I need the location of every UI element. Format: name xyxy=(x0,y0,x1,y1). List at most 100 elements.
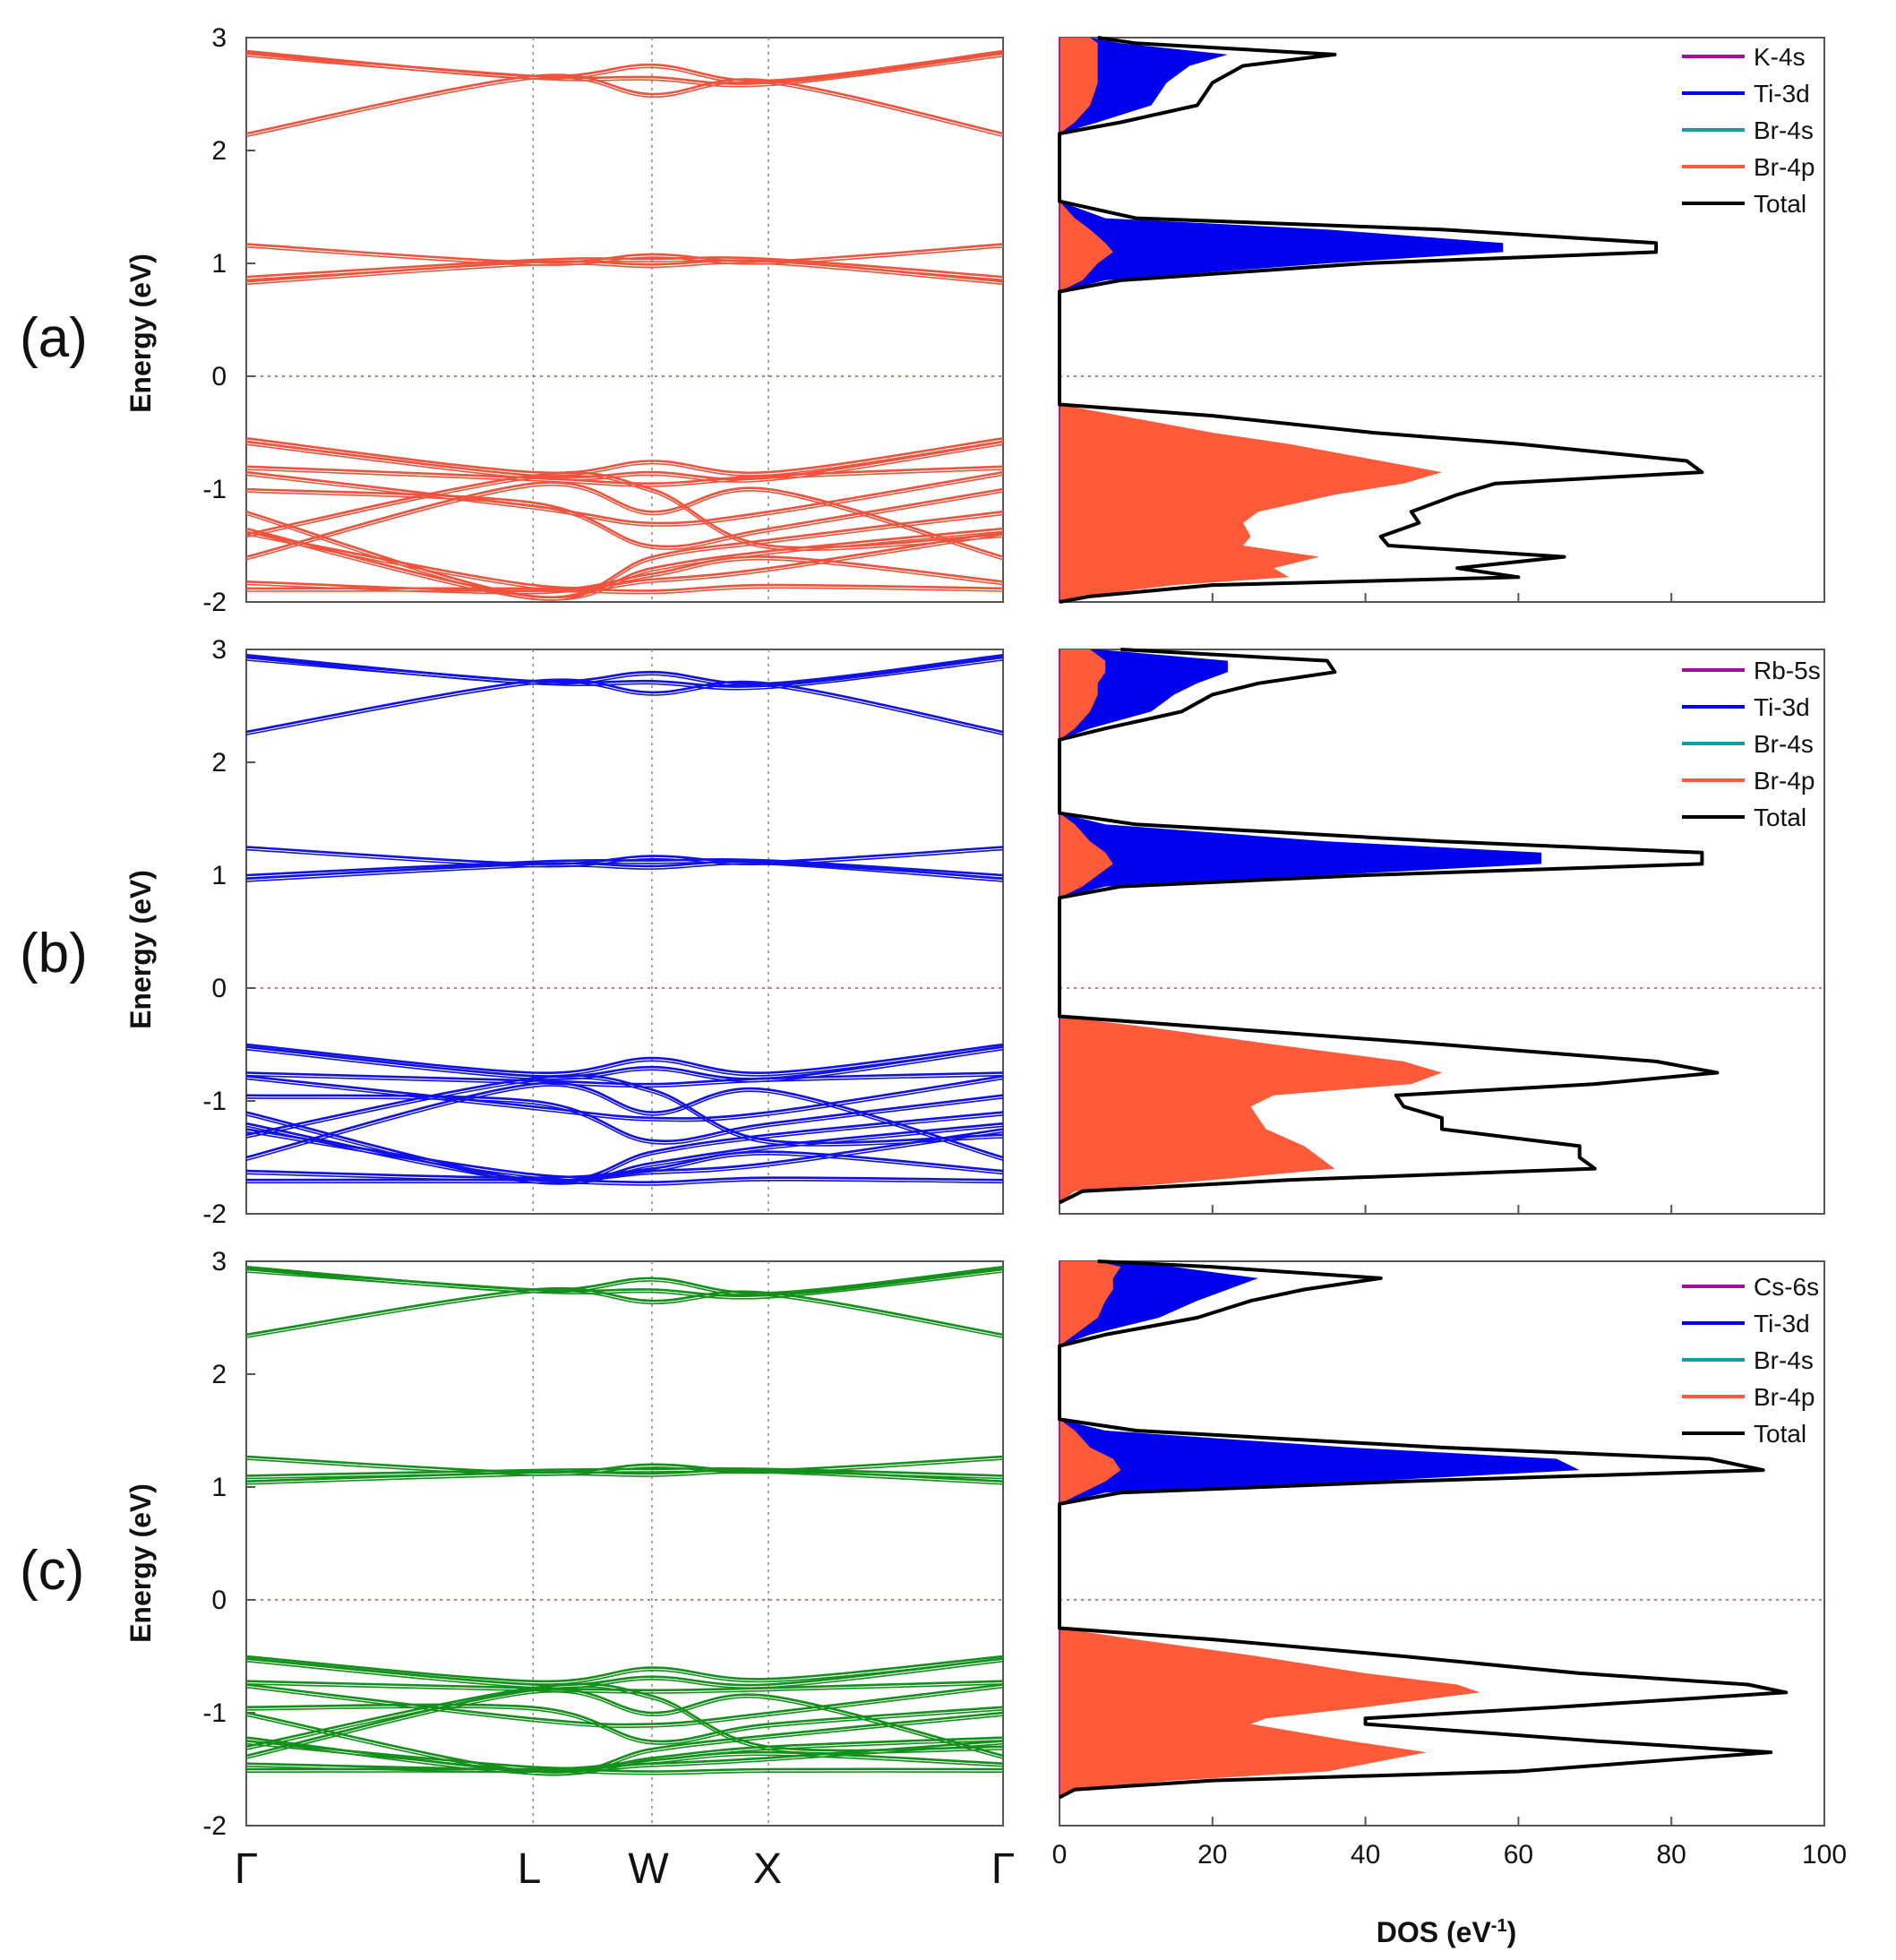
band-line-a-4 xyxy=(245,243,1004,264)
legend-label-a-2: Br-4s xyxy=(1754,116,1814,144)
band-line-b-15 xyxy=(245,1081,1004,1159)
dos-x-tick-label-2: 40 xyxy=(1351,1840,1380,1870)
dos-area-br4p-a xyxy=(1060,38,1442,602)
band-line-c-16-b xyxy=(245,1754,1004,1774)
dos-plot-c: 0 20 40 60 80 100 xyxy=(1052,1259,1847,1870)
band-line-b-8 xyxy=(245,1071,1004,1086)
band-line-b-7 xyxy=(245,1045,1004,1080)
y-tick-label-b-5: 3 xyxy=(211,635,227,665)
legend-label-a-3: Br-4p xyxy=(1754,153,1814,181)
band-line-b-17-b xyxy=(245,1179,1004,1186)
band-line-b-4 xyxy=(245,846,1004,865)
legend-label-c-1: Ti-3d xyxy=(1754,1310,1810,1337)
panel-a: (a) Energy (eV) -2 -1 0 1 2 3 K-4s Ti-3d Br-4… xyxy=(20,23,1825,617)
band-line-a-8-b xyxy=(245,469,1004,487)
band-line-c-5-b xyxy=(245,1470,1004,1480)
band-line-a-17-b xyxy=(245,587,1004,595)
legend-a: K-4s Ti-3d Br-4s Br-4p Total xyxy=(1682,43,1814,218)
band-line-b-10-b xyxy=(245,1097,1004,1145)
band-line-c-8 xyxy=(245,1680,1004,1692)
band-line-c-7 xyxy=(245,1657,1004,1687)
y-tick-label-b-2: 0 xyxy=(211,974,227,1003)
band-line-c-12 xyxy=(245,1736,1004,1774)
y-tick-label-a-5: 3 xyxy=(211,23,227,53)
band-line-a-13-b xyxy=(245,534,1004,592)
dos-x-tick-label-3: 60 xyxy=(1504,1840,1533,1870)
legend-label-b-4: Total xyxy=(1754,804,1806,831)
band-line-b-9 xyxy=(245,1075,1004,1120)
band-frame-c xyxy=(245,1260,1004,1827)
band-line-c-3-b xyxy=(245,1472,1004,1485)
band-line-c-2-b xyxy=(245,1271,1004,1300)
y-tick-label-c-4: 2 xyxy=(211,1360,227,1389)
dos-area-ti3d-a xyxy=(1060,38,1504,602)
legend-label-c-2: Br-4s xyxy=(1754,1346,1814,1374)
legend-b: Rb-5s Ti-3d Br-4s Br-4p Total xyxy=(1682,657,1821,831)
band-line-b-7-b xyxy=(245,1048,1004,1083)
band-line-b-6 xyxy=(245,1043,1004,1075)
dos-line-total-a xyxy=(1058,36,1704,604)
legend-label-a-1: Ti-3d xyxy=(1754,80,1810,107)
panel-label-a: (a) xyxy=(20,307,88,369)
kpoint-label-l: L xyxy=(518,1845,542,1893)
y-tick-label-b-1: -1 xyxy=(202,1087,227,1116)
band-line-c-16 xyxy=(245,1750,1004,1771)
band-line-b-2 xyxy=(245,656,1004,688)
y-tick-label-b-0: -2 xyxy=(202,1199,227,1229)
dos-axis-title-end: ) xyxy=(1507,1916,1517,1948)
band-line-a-0 xyxy=(245,73,1004,135)
y-tick-label-c-2: 0 xyxy=(211,1586,227,1615)
band-line-c-7-b xyxy=(245,1660,1004,1689)
band-line-b-4-b xyxy=(245,848,1004,868)
band-line-b-11 xyxy=(245,1111,1004,1182)
band-line-a-6 xyxy=(245,437,1004,475)
band-line-c-11-b xyxy=(245,1715,1004,1776)
band-line-a-7 xyxy=(245,440,1004,481)
y-tick-label-c-3: 1 xyxy=(211,1473,227,1502)
legend-label-b-1: Ti-3d xyxy=(1754,693,1810,721)
y-tick-label-b-4: 2 xyxy=(211,748,227,778)
band-line-c-15 xyxy=(245,1688,1004,1758)
band-line-b-17 xyxy=(245,1176,1004,1184)
band-line-a-0-b xyxy=(245,76,1004,138)
dos-plot-b xyxy=(1058,648,1825,1215)
band-line-b-0 xyxy=(245,678,1004,734)
band-line-a-8 xyxy=(245,465,1004,486)
legend-label-a-4: Total xyxy=(1754,190,1806,218)
band-line-a-14 xyxy=(245,471,1004,549)
band-line-b-15-b xyxy=(245,1085,1004,1161)
y-tick-label-a-4: 2 xyxy=(211,136,227,166)
legend-label-c-4: Total xyxy=(1754,1420,1806,1448)
dos-x-tick-label-1: 20 xyxy=(1197,1840,1227,1870)
panel-label-c: (c) xyxy=(20,1540,84,1602)
band-line-b-8-b xyxy=(245,1074,1004,1088)
dos-area-ti3d-c xyxy=(1060,1261,1580,1798)
y-tick-label-c-1: -1 xyxy=(202,1698,227,1728)
band-line-c-17-b xyxy=(245,1771,1004,1775)
band-line-a-5 xyxy=(245,256,1004,279)
legend-c: Cs-6s Ti-3d Br-4s Br-4p Total xyxy=(1682,1273,1819,1448)
band-line-a-3-b xyxy=(245,262,1004,286)
band-line-b-12 xyxy=(245,1122,1004,1183)
dos-x-tick-label-4: 80 xyxy=(1657,1840,1686,1870)
y-tick-label-b-3: 1 xyxy=(211,861,227,890)
band-frame-b xyxy=(245,649,1004,1215)
band-line-c-14 xyxy=(245,1682,1004,1752)
band-line-c-8-b xyxy=(245,1683,1004,1694)
band-line-b-13-b xyxy=(245,1130,1004,1181)
dos-area-br4p-b xyxy=(1060,649,1442,1203)
legend-label-b-3: Br-4p xyxy=(1754,767,1814,795)
band-line-b-16-b xyxy=(245,1153,1004,1182)
band-plot-a: -2 -1 0 1 2 3 xyxy=(202,23,1004,617)
band-line-c-17 xyxy=(245,1767,1004,1773)
band-line-c-11 xyxy=(245,1711,1004,1774)
band-line-a-17 xyxy=(245,583,1004,592)
y-tick-label-a-1: -1 xyxy=(202,475,227,504)
dos-line-total-c xyxy=(1058,1259,1789,1800)
band-line-c-14-b xyxy=(245,1686,1004,1754)
panel-label-b: (b) xyxy=(20,923,88,984)
band-line-c-0-b xyxy=(245,1290,1004,1338)
legend-label-c-0: Cs-6s xyxy=(1754,1273,1819,1301)
band-line-c-6 xyxy=(245,1655,1004,1683)
band-line-b-2-b xyxy=(245,659,1004,691)
